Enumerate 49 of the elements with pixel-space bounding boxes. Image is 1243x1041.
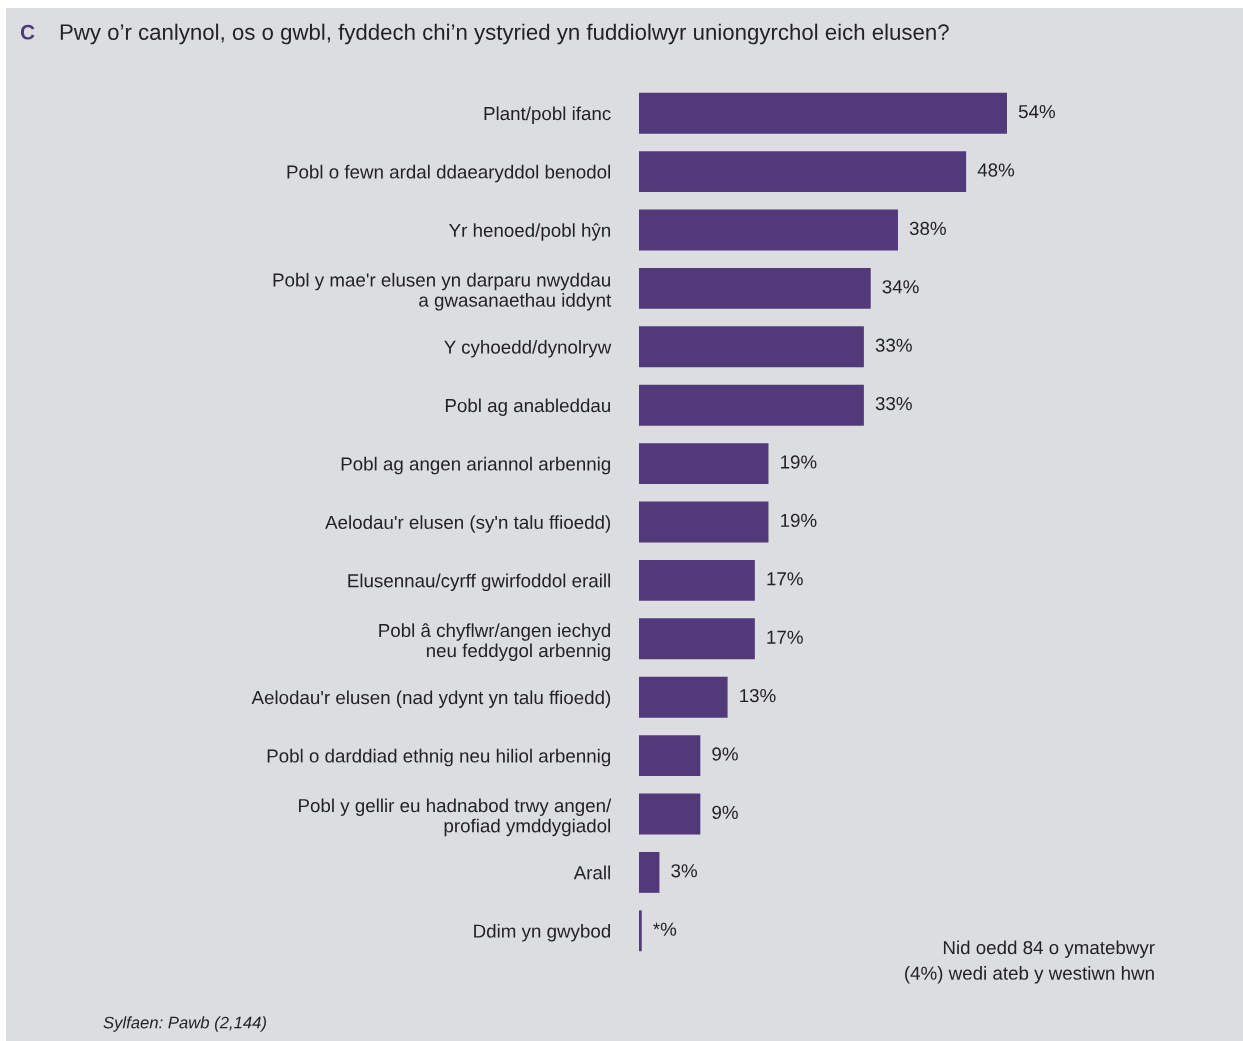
y-tick-label: Pobl o fewn ardal ddaearyddol benodol [287,164,610,183]
y-tick-label: Pobl y mae'r elusen yn darparu nwyddau a gwasanaethau iddynt [273,272,612,311]
bar [639,618,755,660]
data-label: 17% [767,630,803,644]
data-label: 38% [909,221,946,236]
data-label: 48% [977,163,1015,177]
bar [639,501,769,543]
bar [639,851,660,893]
bar [639,326,864,368]
chart-subtitle: Pwy o’r canlynol, os o gwbl, fyddech chi’n ystyried yn fuddiolwyr uniongyrchol eich elusen? [60,23,949,45]
y-tick-label: Pobl â chyflwr/angen iechyd neu feddygol arbennig [379,623,611,661]
annotation: Nid oedd 84 o ymatebwyr (4%) wedi ateb y westiwn hwn [905,940,1155,984]
y-tick-label: Pobl o darddiad ethnig neu hiliol arbennig [267,748,611,767]
data-label: 33% [875,338,912,352]
text: Sylfaen: Pawb (2,144) [103,1016,266,1032]
bar [639,676,728,718]
data-label: 54% [1018,105,1055,119]
data-label: *% [653,922,677,936]
y-tick-label: Pobl ag angen ariannol arbennig [341,456,611,475]
y-tick-label: Y cyhoedd/dynolryw [444,340,612,358]
y-tick-label: Arall [573,865,610,880]
data-label: 17% [767,572,803,586]
y-tick-label: Plant/pobl ifanc [484,106,611,124]
bar [639,559,755,601]
data-label: 33% [875,396,912,411]
data-label: 19% [781,513,817,528]
y-tick-label: Aelodau'r elusen (sy'n talu ffioedd) [325,515,611,533]
bar [639,151,967,193]
y-tick-label: Elusennau/cyrff gwirfoddol eraill [348,573,610,592]
data-label: 19% [781,455,817,469]
data-label: 3% [671,864,697,878]
data-label: 13% [740,688,776,703]
bar [639,443,769,485]
bar [639,910,642,952]
bar [639,92,1007,134]
y-tick-label: Pobl y gellir eu hadnabod trwy angen/ profiad ymddygiadol [299,798,612,837]
bar [639,267,871,309]
data-label: 9% [712,747,738,761]
y-tick-label: Ddim yn gwybod [474,924,611,942]
bar [639,793,701,835]
bar [639,735,701,777]
text: C [20,24,35,40]
data-label: 34% [882,280,919,294]
y-tick-label: Aelodau'r elusen (nad ydynt yn talu ffioedd) [251,690,611,708]
y-tick-label: Yr henoed/pobl hŷn [449,223,611,241]
bar [639,209,898,251]
data-label: 9% [712,805,738,820]
y-tick-label: Pobl ag anableddau [445,398,610,416]
bar [639,384,864,426]
